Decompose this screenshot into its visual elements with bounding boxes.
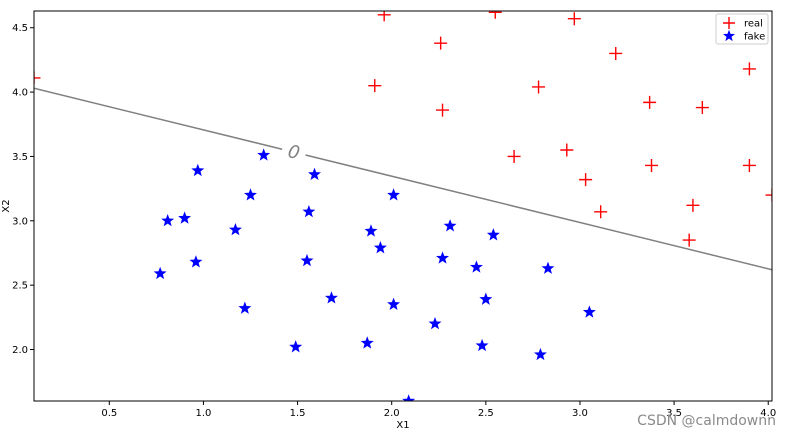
point-real (560, 143, 574, 157)
point-real (368, 79, 382, 93)
point-fake (308, 167, 321, 180)
point-fake (533, 347, 547, 361)
point-fake (300, 253, 314, 267)
x-tick-label: 1.5 (290, 408, 306, 419)
point-real (594, 205, 608, 219)
point-real (686, 198, 700, 212)
y-tick-label: 3.5 (12, 152, 28, 163)
x-tick-label: 0.5 (101, 408, 117, 419)
point-fake (443, 219, 457, 232)
point-real (765, 188, 772, 202)
x-axis-label: X1 (396, 420, 409, 431)
marker-layer (34, 11, 772, 401)
point-fake (479, 292, 493, 305)
point-fake (324, 291, 338, 304)
y-axis-label: X2 (1, 199, 12, 212)
point-fake (191, 163, 205, 177)
legend-marker-real (723, 17, 735, 29)
x-tick-label: 3.0 (572, 408, 588, 419)
point-fake (228, 223, 242, 236)
point-real (34, 71, 41, 85)
point-fake (436, 251, 449, 264)
point-fake (302, 204, 316, 218)
decision-boundary-segment (305, 154, 772, 271)
point-real (436, 103, 450, 117)
y-tick-label: 4.5 (12, 23, 28, 34)
point-fake (387, 188, 401, 201)
y-tick-label: 3.0 (12, 216, 28, 227)
point-real (682, 233, 696, 247)
y-tick-label: 4.0 (12, 88, 28, 99)
point-real (695, 101, 709, 115)
x-tick-label: 2.0 (384, 408, 400, 419)
point-fake (178, 211, 192, 224)
point-fake (257, 148, 271, 161)
point-real (645, 158, 659, 172)
x-tick-label: 4.0 (760, 408, 776, 419)
boundary-layer: 0 (34, 87, 772, 271)
point-fake (364, 224, 378, 237)
point-real (579, 173, 593, 187)
point-real (377, 11, 391, 22)
watermark: CSDN @calmdownn (637, 413, 776, 429)
point-fake (402, 394, 416, 401)
decision-boundary-label: 0 (286, 141, 302, 164)
y-tick-label: 2.0 (12, 345, 28, 356)
point-fake (360, 336, 374, 349)
point-fake (541, 261, 555, 274)
point-real (532, 80, 546, 94)
point-real (567, 12, 581, 26)
point-fake (153, 266, 167, 280)
point-real (488, 11, 502, 19)
plot-frame (33, 10, 773, 402)
point-fake (244, 188, 257, 201)
point-fake (189, 255, 203, 268)
legend-plus-marker (723, 17, 735, 29)
point-fake (428, 316, 442, 330)
legend-label-real: real (744, 19, 763, 30)
point-fake (289, 340, 303, 353)
point-real (434, 36, 448, 50)
point-fake (582, 305, 596, 318)
legend-star-marker (723, 29, 735, 42)
x-tick-label: 2.5 (478, 408, 494, 419)
x-tick-label: 3.5 (666, 408, 682, 419)
point-fake (475, 338, 489, 352)
legend: real fake (715, 13, 769, 45)
point-fake (387, 297, 401, 310)
point-fake (161, 214, 175, 227)
tick-layer: 0.5 1.0 1.5 2.0 2.5 3.0 3.5 4.0 2.0 2.5 3.0 3.5 4.0 4… (12, 23, 776, 419)
point-fake (373, 241, 387, 254)
point-real (507, 149, 521, 163)
point-fake (486, 228, 500, 241)
point-real (742, 62, 756, 76)
decision-boundary-segment (34, 87, 283, 150)
y-tick-label: 2.5 (12, 281, 28, 292)
legend-label-fake: fake (744, 32, 765, 43)
point-real (643, 95, 657, 109)
point-real (742, 158, 756, 172)
point-real (609, 46, 623, 60)
point-fake (238, 301, 252, 314)
point-fake (469, 260, 483, 273)
x-tick-label: 1.0 (195, 408, 211, 419)
legend-marker-fake (723, 29, 735, 42)
